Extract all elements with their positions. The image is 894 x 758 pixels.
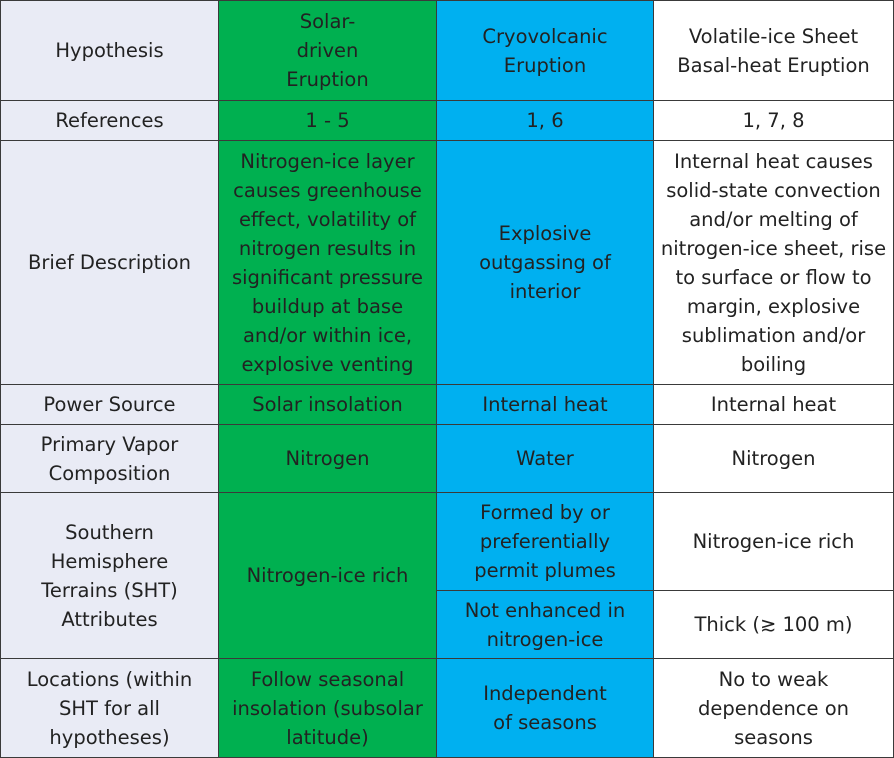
col-solar-driven-eruption: Solar-driven Eruption [218,0,437,101]
header-power-source: Power Source [0,384,219,425]
row-sht-attributes-b: Not enhanced in nitrogen-ice Thick (≳ 10… [1,590,894,659]
cell-references-cryo: 1, 6 [436,100,654,141]
col-cryovolcanic-eruption: Cryovolcanic Eruption [436,0,654,101]
header-brief-description: Brief Description [0,140,219,385]
cell-vapor-volatile: Nitrogen [653,424,894,493]
header-locations: Locations (within SHT for all hypotheses… [0,658,219,758]
cell-description-solar: Nitrogen-ice layer causes greenhouse eff… [218,140,437,385]
row-locations: Locations (within SHT for all hypotheses… [0,658,894,758]
header-references: References [0,100,219,141]
cell-description-volatile: Internal heat causes solid-state convect… [653,140,894,385]
header-primary-vapor-composition: Primary Vapor Composition [0,424,219,493]
cell-references-volatile: 1, 7, 8 [653,100,894,141]
cell-sht-cryo-nitrogen: Not enhanced in nitrogen-ice [436,590,654,659]
cell-locations-solar: Follow seasonal insolation (subsolar lat… [218,658,437,758]
cell-vapor-solar: Nitrogen [218,424,437,493]
header-hypothesis: Hypothesis [0,0,219,101]
cell-sht-cryo-plumes: Formed by or preferentially permit plume… [436,492,654,591]
cell-sht-solar: Nitrogen-ice rich [218,492,437,659]
row-brief-description: Brief Description Nitrogen-ice layer cau… [0,140,894,385]
cell-power-solar: Solar insolation [218,384,437,425]
row-hypothesis: Hypothesis Solar-driven Eruption Cryovol… [0,0,894,101]
cell-locations-cryo: Independent of seasons [436,658,654,758]
row-primary-vapor-composition: Primary Vapor Composition Nitrogen Water… [0,424,894,493]
cell-description-cryo: Explosive outgassing of interior [436,140,654,385]
col-volatile-ice-sheet-eruption: Volatile-ice Sheet Basal-heat Eruption [653,0,894,101]
cell-sht-volatile-thick: Thick (≳ 100 m) [653,590,894,659]
row-references: References 1 - 5 1, 6 1, 7, 8 [0,100,894,141]
row-power-source: Power Source Solar insolation Internal h… [0,384,894,425]
row-sht-attributes-a: Southern Hemisphere Terrains (SHT) Attri… [0,492,894,659]
cell-power-cryo: Internal heat [436,384,654,425]
cell-vapor-cryo: Water [436,424,654,493]
cell-locations-volatile: No to weak dependence on seasons [653,658,894,758]
cell-power-volatile: Internal heat [653,384,894,425]
cell-sht-volatile-nitrogen: Nitrogen-ice rich [653,492,894,591]
header-sht-attributes: Southern Hemisphere Terrains (SHT) Attri… [0,492,219,659]
cell-references-solar: 1 - 5 [218,100,437,141]
